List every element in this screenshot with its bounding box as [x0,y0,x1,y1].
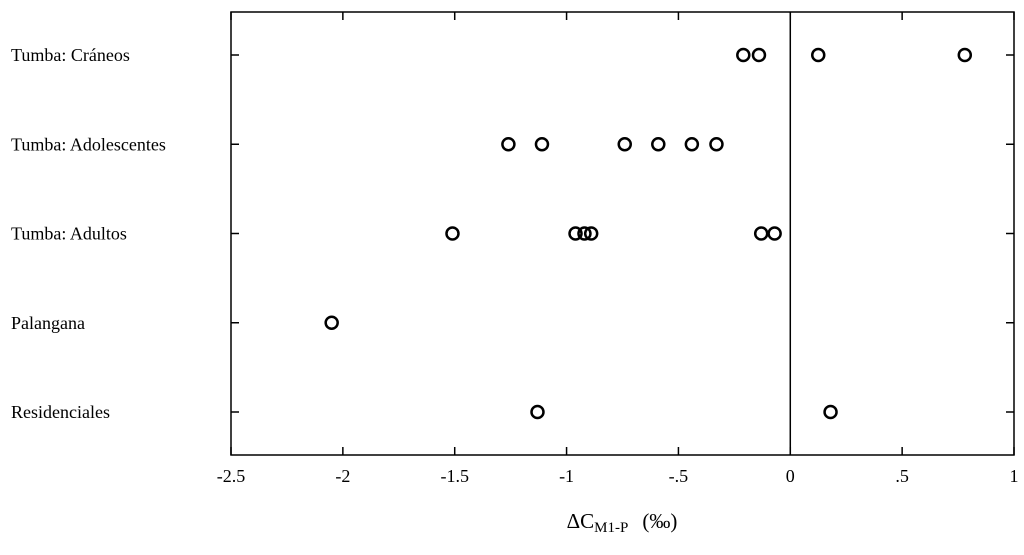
dot [709,137,724,152]
y-tick-label: Tumba: Adultos [11,224,127,244]
x-tick-label: -2 [335,466,350,486]
dot [617,137,632,152]
dot [324,315,339,330]
x-tick-label: -.5 [669,466,689,486]
x-tick-label: -1 [559,466,574,486]
dot [568,226,583,241]
x-tick-label: .5 [895,466,909,486]
dot [811,47,826,63]
dot [957,47,973,63]
y-tick-label: Residenciales [11,402,110,422]
x-tick-label: -2.5 [217,466,246,486]
dot [583,226,599,241]
y-tick-label: Tumba: Adolescentes [11,134,166,154]
dot [501,137,516,152]
y-tick-label: Tumba: Cráneos [11,45,130,65]
x-axis-label: ΔCM1-P (‰) [567,509,678,537]
dot [530,404,545,420]
dot [823,404,838,420]
x-tick-label: -1.5 [440,466,469,486]
x-label-sub: M1-P [594,520,628,536]
y-tick-label: Palangana [11,313,85,333]
x-tick-label: 1 [1010,466,1019,486]
dot [736,47,751,63]
plot-frame [230,11,1015,456]
dot [534,137,550,152]
dot [577,226,592,241]
dot [753,226,769,241]
dot [651,137,666,152]
dot [445,226,460,241]
dot [684,137,700,152]
x-label-main: ΔC [567,509,595,533]
x-label-unit: (‰) [642,509,677,533]
x-tick-label: 0 [786,466,795,486]
dot [751,47,767,63]
dot [767,226,782,241]
